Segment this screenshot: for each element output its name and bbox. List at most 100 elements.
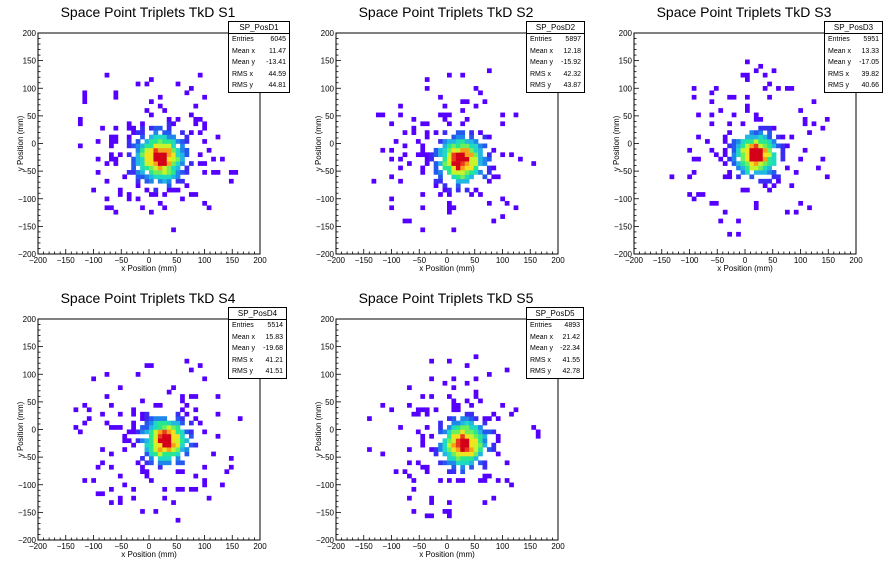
heatmap-bin [398, 425, 403, 430]
heatmap-bin [455, 460, 461, 466]
heatmap-bin [473, 143, 479, 149]
heatmap-bin [149, 174, 154, 180]
stats-name: SP_PosD1 [229, 22, 289, 34]
heatmap-bin [429, 500, 434, 505]
heatmap-bin [771, 143, 777, 149]
heatmap-bin [109, 139, 114, 144]
heatmap-bin [753, 170, 759, 175]
heatmap-bin [420, 165, 426, 171]
stats-box: SP_PosD3 Entries 5951 Mean x 13.33 Mean y-… [824, 21, 883, 93]
heatmap-bin [455, 134, 461, 140]
heatmap-bin [149, 170, 154, 175]
heatmap-bin [460, 99, 466, 105]
heatmap-bin [166, 165, 172, 171]
heatmap-bin [197, 420, 203, 426]
heatmap-bin [424, 77, 430, 82]
heatmap-bin [166, 116, 172, 122]
x-tick-label: −50 [114, 542, 128, 551]
heatmap-bin [780, 143, 786, 149]
heatmap-bin [197, 72, 203, 78]
heatmap-bin [202, 125, 208, 131]
chart-panel-s3: Space Point Triplets TkD S3 −200 −150 −100… [596, 0, 892, 280]
heatmap-bin [745, 72, 750, 78]
heatmap-bin [162, 174, 168, 180]
x-tick-label: 200 [849, 256, 863, 265]
heatmap-bin [442, 509, 448, 514]
stats-row: RMS y 44.81 [229, 80, 289, 92]
heatmap-bin [762, 147, 768, 153]
heatmap-bin [104, 196, 110, 202]
heatmap-bin [162, 178, 168, 184]
heatmap-bin [464, 416, 470, 421]
heatmap-bin [140, 152, 145, 158]
heatmap-bin [131, 143, 136, 149]
heatmap-bin [166, 187, 172, 193]
heatmap-bin [767, 94, 772, 100]
heatmap-bin [478, 147, 483, 153]
heatmap-bin [491, 165, 497, 171]
x-tick-label: 100 [198, 542, 212, 551]
x-tick-label: −100 [84, 256, 103, 265]
heatmap-bin [162, 156, 168, 162]
y-axis-title: y Position (mm) [16, 401, 25, 457]
heatmap-bin [420, 464, 426, 470]
heatmap-bin [736, 152, 741, 158]
heatmap-bin [162, 130, 168, 135]
heatmap-bin [771, 152, 777, 158]
y-axis-title: y Position (mm) [314, 115, 323, 171]
heatmap-bin [162, 495, 168, 501]
heatmap-bin [451, 385, 457, 391]
heatmap-bin [171, 174, 176, 180]
heatmap-bin [469, 416, 474, 421]
y-tick-label: 50 [325, 112, 334, 121]
heatmap-bin [762, 165, 768, 171]
heatmap-bin [162, 165, 168, 171]
heatmap-bin [482, 143, 488, 149]
heatmap-bin [460, 139, 466, 144]
heatmap-bin [389, 147, 395, 153]
heatmap-bin [82, 94, 88, 100]
heatmap-bin [144, 139, 150, 144]
heatmap-bin [433, 447, 439, 452]
heatmap-bin [753, 156, 759, 162]
heatmap-bin [82, 90, 88, 96]
heatmap-bin [140, 165, 145, 171]
heatmap-bin [157, 125, 163, 131]
stats-row: RMS x 39.82 [825, 69, 882, 81]
heatmap-bin [469, 139, 474, 144]
heatmap-bin [429, 156, 434, 162]
heatmap-bin [82, 99, 88, 105]
heatmap-bin [166, 429, 172, 435]
heatmap-bin [171, 447, 176, 452]
heatmap-bin [758, 134, 764, 140]
heatmap-bin [691, 86, 697, 91]
heatmap-bin [455, 478, 461, 483]
heatmap-bin [473, 429, 479, 435]
heatmap-bin [451, 447, 457, 452]
heatmap-bin [109, 500, 114, 505]
heatmap-bin [415, 411, 421, 417]
heatmap-bin [175, 165, 181, 171]
heatmap-bin [486, 416, 492, 421]
heatmap-bin [455, 174, 461, 180]
y-tick-label: 150 [619, 57, 633, 66]
heatmap-bin [500, 402, 506, 408]
y-tick-label: 100 [321, 370, 335, 379]
heatmap-bin [789, 183, 795, 188]
heatmap-bin [758, 116, 764, 122]
heatmap-bin [745, 108, 750, 113]
heatmap-bin [153, 130, 159, 135]
heatmap-bin [451, 134, 457, 140]
heatmap-bin [91, 187, 97, 193]
heatmap-bin [753, 139, 759, 144]
y-tick-label: −200 [316, 250, 335, 259]
heatmap-bin [140, 170, 145, 175]
heatmap-bin [149, 433, 154, 439]
heatmap-bin [109, 134, 114, 140]
chart-panel-s5: Space Point Triplets TkD S5 −200 −150 −100… [298, 286, 594, 566]
x-tick-label: 150 [226, 542, 240, 551]
heatmap-bin [442, 451, 448, 457]
heatmap-bin [473, 447, 479, 452]
heatmap-bin [166, 152, 172, 158]
heatmap-bin [202, 121, 208, 127]
